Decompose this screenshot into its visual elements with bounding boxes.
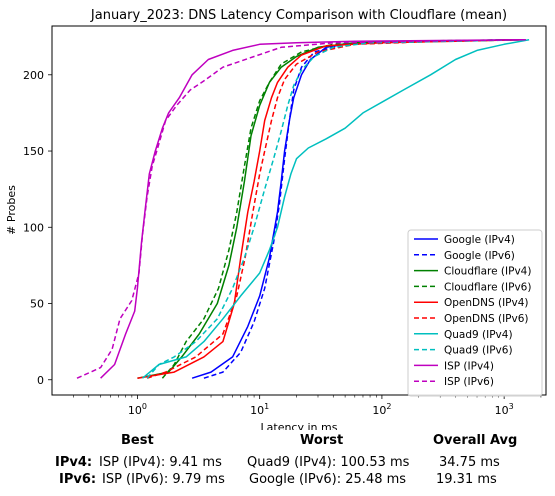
legend-label: Quad9 (IPv6) (444, 345, 513, 357)
stats-row-label: IPv4: (55, 455, 93, 470)
y-tick-label: 200 (23, 69, 44, 82)
legend-box (407, 229, 543, 397)
stats-row-ipv4: IPv4: (55, 455, 92, 470)
legend-label: ISP (IPv4) (444, 360, 494, 372)
y-tick-label: 50 (30, 298, 44, 311)
series-line-4 (137, 38, 526, 379)
stats-worst-ipv6: Google (IPv6): 25.48 ms (249, 472, 407, 487)
legend-label: ISP (IPv6) (444, 376, 494, 388)
x-tick-label: 102 (372, 402, 391, 417)
series-line-8 (100, 38, 526, 379)
series-line-3 (161, 38, 519, 379)
stats-header-best: Best (121, 433, 154, 448)
legend-label: OpenDNS (IPv6) (444, 313, 529, 325)
x-tick-label: 101 (250, 402, 269, 417)
stats-header-avg: Overall Avg (433, 433, 518, 448)
stats-row-ipv6: IPv6: (59, 472, 96, 487)
legend: Google (IPv4) Google (IPv6) Cloudflare (IP… (407, 229, 543, 397)
y-tick-label: 150 (23, 145, 44, 158)
stats-worst-ipv4: Quad9 (IPv4): 100.53 ms (247, 455, 410, 470)
legend-label: OpenDNS (IPv4) (444, 297, 529, 309)
stats-best-ipv4: ISP (IPv4): 9.41 ms (99, 455, 222, 470)
series-line-1 (203, 38, 523, 379)
y-axis-label: # Probes (5, 185, 18, 235)
legend-label: Google (IPv4) (444, 234, 515, 246)
stats-best-ipv6: ISP (IPv6): 9.79 ms (102, 472, 225, 487)
series-line-7 (146, 38, 526, 379)
stats-avg-ipv6: 19.31 ms (436, 472, 497, 487)
legend-label: Cloudflare (IPv4) (444, 266, 531, 278)
stats-table: Best Worst Overall Avg IPv4: ISP (IPv4):… (0, 430, 555, 496)
x-axis-label: Latency in ms (261, 421, 338, 430)
stats-row-label: IPv6: (59, 472, 97, 487)
series-line-9 (76, 38, 526, 379)
x-tick-label: 103 (495, 402, 514, 417)
x-tick-label: 100 (128, 402, 147, 417)
legend-label: Quad9 (IPv4) (444, 329, 513, 341)
y-tick-label: 100 (23, 221, 44, 234)
legend-label: Google (IPv6) (444, 250, 515, 262)
latency-cdf-chart: January_2023: DNS Latency Comparison wit… (5, 8, 547, 430)
stats-avg-ipv4: 34.75 ms (439, 455, 500, 470)
y-tick-label: 0 (37, 374, 44, 387)
stats-header-worst: Worst (300, 433, 344, 448)
series-line-6 (142, 38, 530, 379)
chart-title: January_2023: DNS Latency Comparison wit… (90, 8, 507, 23)
legend-label: Cloudflare (IPv6) (444, 281, 531, 293)
